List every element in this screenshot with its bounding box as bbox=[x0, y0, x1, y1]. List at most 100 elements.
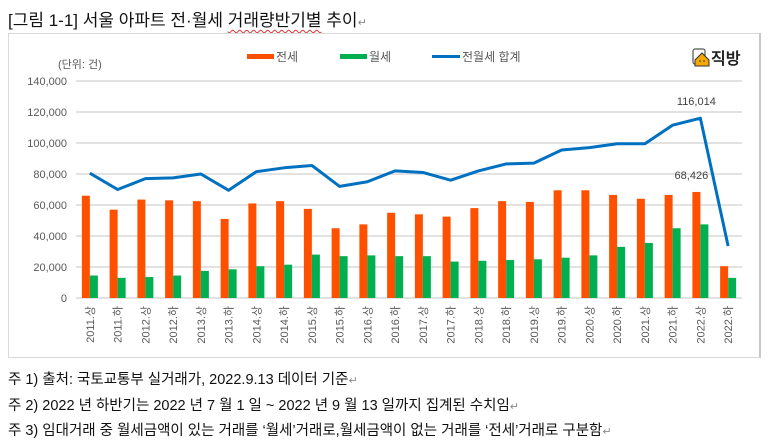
bar-jeonse bbox=[609, 194, 618, 298]
bar-wolse bbox=[450, 261, 459, 298]
bar-jeonse bbox=[276, 201, 285, 298]
bar-wolse bbox=[200, 270, 209, 298]
x-tick-label: 2022.상 bbox=[694, 306, 707, 344]
y-tick-label: 60,000 bbox=[33, 200, 67, 212]
x-tick-label: 2011.하 bbox=[111, 306, 125, 343]
x-tick-label: 2014.하 bbox=[277, 306, 291, 344]
y-tick-label: 120,000 bbox=[27, 107, 67, 119]
footnote-1-text: 주 1) 출처: 국토교통부 실거래가, 2022.9.13 데이터 기준 bbox=[8, 372, 349, 388]
bar-wolse bbox=[117, 277, 126, 298]
bar-jeonse bbox=[331, 228, 340, 298]
bar-jeonse bbox=[442, 216, 451, 298]
bar-jeonse bbox=[636, 198, 645, 298]
logo: 직방 bbox=[692, 48, 741, 68]
figure-title-underlined: 거래량반기별 bbox=[227, 11, 322, 30]
y-axis-ticks: 0 20,000 40,000 60,000 80,000 100,000 120,000 1… bbox=[27, 76, 67, 305]
y-tick-label: 20,000 bbox=[33, 262, 67, 274]
x-tick-label: 2015.하 bbox=[333, 306, 347, 344]
x-tick-label: 2022.하 bbox=[721, 306, 735, 344]
bar-wolse bbox=[339, 256, 348, 298]
bar-jeonse bbox=[248, 203, 257, 298]
paragraph-mark-icon: ↵ bbox=[509, 401, 520, 413]
paragraph-mark-icon: ↵ bbox=[357, 17, 367, 29]
bar-jeonse bbox=[498, 201, 507, 298]
bar-jeonse bbox=[359, 224, 368, 298]
bar-wolse bbox=[367, 255, 376, 298]
bar-wolse bbox=[700, 224, 709, 298]
bar-jeonse bbox=[220, 218, 229, 298]
bar-jeonse bbox=[414, 214, 423, 298]
bar-wolse bbox=[256, 266, 265, 298]
legend-swatch-total bbox=[432, 55, 460, 58]
legend-label-jeonse: 전세 bbox=[276, 50, 298, 64]
bar-wolse bbox=[589, 255, 598, 298]
legend-swatch-jeonse bbox=[247, 54, 274, 59]
footnote-1: 주 1) 출처: 국토교통부 실거래가, 2022.9.13 데이터 기준↵ bbox=[8, 368, 358, 389]
x-tick-label: 2016.하 bbox=[388, 306, 402, 344]
x-tick-label: 2019.상 bbox=[528, 306, 541, 344]
x-tick-label: 2018.상 bbox=[472, 306, 485, 344]
bar-jeonse bbox=[470, 208, 479, 298]
y-tick-label: 40,000 bbox=[33, 231, 67, 243]
y-tick-label: 0 bbox=[61, 293, 67, 305]
bar-wolse bbox=[284, 264, 293, 298]
footnote-3-text: 주 3) 임대거래 중 월세금액이 있는 거래를 ‘월세’거래로,월세금액이 없… bbox=[8, 423, 603, 439]
house-logo-icon bbox=[692, 48, 710, 67]
footnote-3: 주 3) 임대거래 중 월세금액이 있는 거래를 ‘월세’거래로,월세금액이 없… bbox=[8, 419, 612, 440]
bar-wolse bbox=[644, 242, 653, 298]
bar-wolse bbox=[173, 275, 182, 298]
paragraph-mark-icon: ↵ bbox=[602, 426, 612, 438]
figure-title: [그림 1-1] 서울 아파트 전·월세 거래량반기별 추이↵ bbox=[8, 6, 367, 31]
bar-jeonse bbox=[109, 209, 118, 298]
legend: 전세 월세 전월세 합계 bbox=[247, 50, 521, 64]
logo-text: 직방 bbox=[711, 50, 741, 68]
x-tick-label: 2012.하 bbox=[166, 306, 180, 344]
bar-wolse bbox=[145, 277, 154, 298]
bar-jeonse bbox=[165, 200, 174, 298]
line-total bbox=[89, 116, 730, 247]
bar-wolse bbox=[506, 260, 515, 298]
legend-swatch-wolse bbox=[340, 54, 367, 59]
x-tick-label: 2020.상 bbox=[583, 306, 596, 344]
x-tick-label: 2018.하 bbox=[499, 306, 513, 344]
x-tick-label: 2012.상 bbox=[139, 306, 152, 344]
bar-wolse bbox=[89, 275, 98, 298]
figure-title-suffix: 추이 bbox=[321, 11, 358, 30]
bar-jeonse bbox=[387, 212, 396, 298]
bar-jeonse bbox=[720, 266, 729, 298]
bar-wolse bbox=[478, 260, 487, 298]
x-tick-label: 2020.하 bbox=[610, 306, 624, 344]
bar-jeonse bbox=[137, 199, 146, 298]
y-tick-label: 140,000 bbox=[27, 76, 67, 88]
x-tick-label: 2017.상 bbox=[417, 306, 430, 344]
data-label: 116,014 bbox=[677, 96, 716, 108]
x-tick-label: 2021.하 bbox=[666, 306, 680, 344]
bar-wolse bbox=[533, 259, 542, 298]
x-tick-label: 2021.상 bbox=[639, 306, 652, 344]
y-tick-label: 80,000 bbox=[33, 169, 67, 181]
unit-label: (단위: 건) bbox=[58, 58, 102, 71]
bar-wolse bbox=[422, 256, 431, 298]
x-tick-label: 2014.상 bbox=[250, 306, 263, 344]
x-tick-label: 2011.상 bbox=[84, 306, 97, 343]
bar-wolse bbox=[395, 256, 404, 298]
bar-wolse bbox=[672, 228, 681, 298]
footnote-2: 주 2) 2022 년 하반기는 2022 년 7 월 1 일 ~ 2022 년… bbox=[8, 394, 519, 415]
bar-wolse bbox=[561, 257, 570, 298]
total-line bbox=[89, 116, 730, 247]
bar-jeonse bbox=[81, 195, 90, 298]
chart-frame bbox=[8, 33, 761, 358]
bar-jeonse bbox=[581, 190, 590, 298]
legend-label-wolse: 월세 bbox=[369, 50, 391, 64]
bar-wolse bbox=[311, 254, 320, 298]
bar-wolse bbox=[617, 246, 626, 298]
data-labels: 116,014 68,426 bbox=[675, 96, 716, 182]
bar-jeonse bbox=[525, 201, 534, 298]
footnote-2-text: 주 2) 2022 년 하반기는 2022 년 7 월 1 일 ~ 2022 년… bbox=[8, 398, 510, 414]
bar-jeonse bbox=[664, 194, 673, 298]
bar-jeonse bbox=[303, 208, 312, 298]
paragraph-mark-icon: ↵ bbox=[348, 375, 358, 387]
x-axis-ticks: 2011.상 2011.하 2012.상 2012.하 2013.상 2013.하 2014… bbox=[84, 306, 735, 344]
x-tick-label: 2015.상 bbox=[306, 306, 319, 344]
